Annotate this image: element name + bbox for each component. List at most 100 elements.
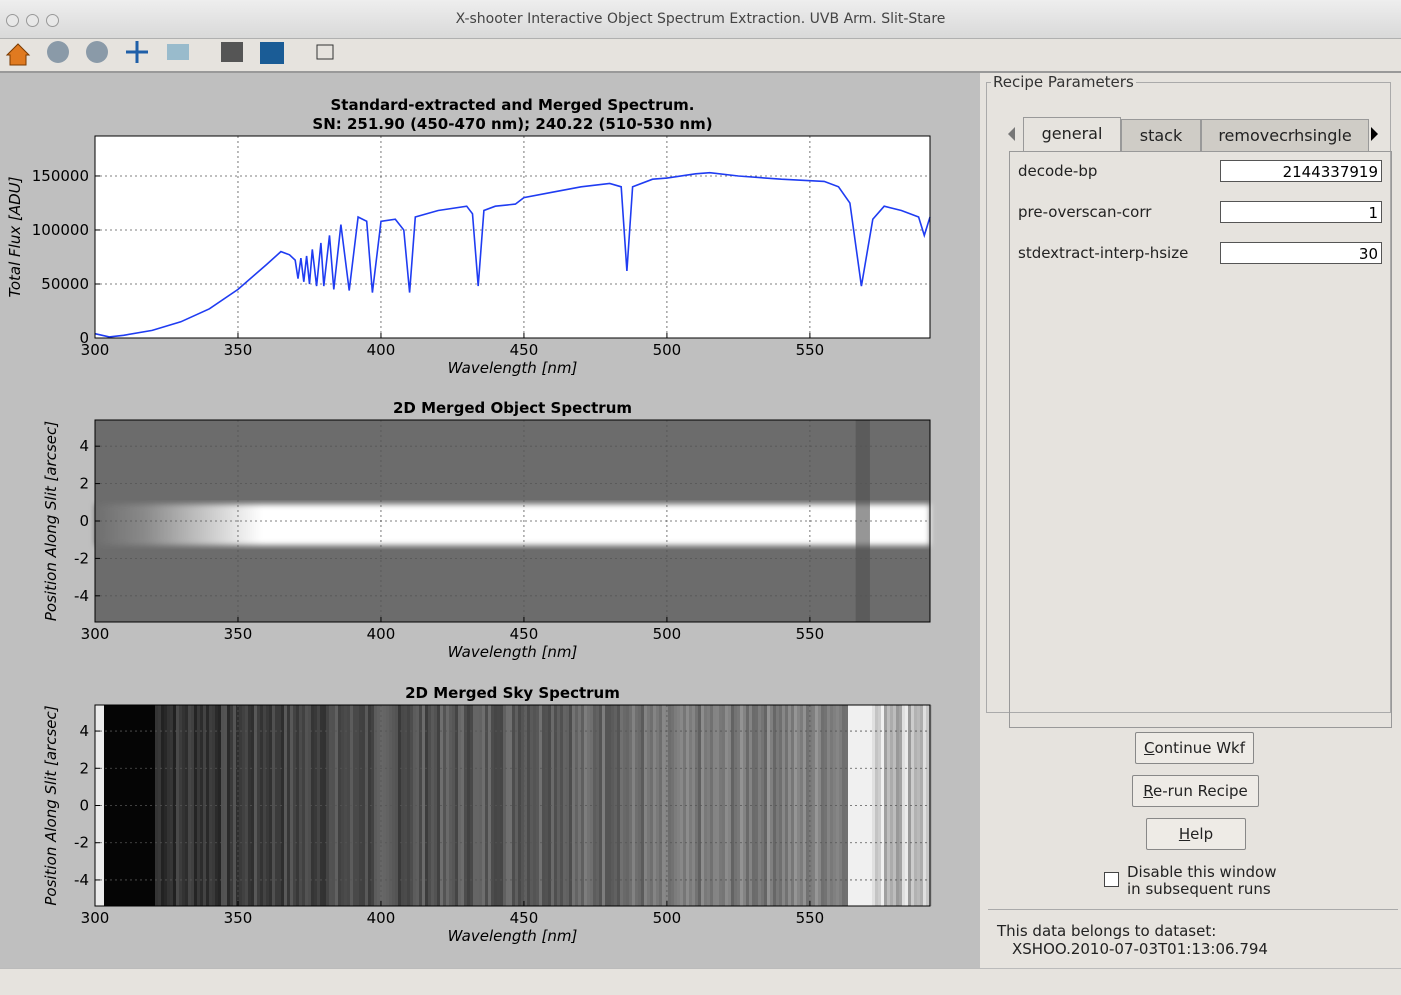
plots: Standard-extracted and Merged Spectrum.S… <box>0 73 980 968</box>
image-column <box>197 705 200 906</box>
checkbox[interactable] <box>1104 872 1119 887</box>
image-column <box>917 705 920 906</box>
y-tick-label: -4 <box>74 871 89 889</box>
x-tick-label: 400 <box>367 909 396 927</box>
tab-right-arrow[interactable] <box>1369 125 1381 143</box>
y-tick-label: 2 <box>79 759 89 777</box>
image-column <box>377 705 380 906</box>
x-tick-label: 300 <box>81 625 110 643</box>
y-tick-label: 150000 <box>32 167 89 185</box>
image-column <box>317 705 320 906</box>
tab-pane: decode-bp 2144337919 pre-overscan-corr 1… <box>1009 151 1392 728</box>
x-tick-label: 400 <box>367 341 396 359</box>
y-tick-label: -2 <box>74 549 89 567</box>
image-column <box>782 705 785 906</box>
x-axis-label: Wavelength [nm] <box>448 359 578 377</box>
button[interactable]: Re-run Recipe <box>1132 775 1259 807</box>
y-tick-label: 2 <box>79 475 89 493</box>
tab[interactable]: stack <box>1121 119 1201 152</box>
image-column <box>227 705 230 906</box>
image-column <box>392 705 395 906</box>
image-column <box>737 705 740 906</box>
x-axis-label: Wavelength [nm] <box>448 927 578 945</box>
x-tick-label: 550 <box>796 341 825 359</box>
y-axis-label: Position Along Slit [arcsec] <box>42 421 60 621</box>
home-icon[interactable] <box>7 44 29 65</box>
save-icon[interactable] <box>260 42 284 64</box>
image-column <box>542 705 545 906</box>
image-column <box>632 705 635 906</box>
status-bar <box>0 968 1401 995</box>
side-panel: Recipe Parameters general stack removecr… <box>980 73 1401 968</box>
chart-title: 2D Merged Sky Spectrum <box>405 684 620 702</box>
param-input[interactable]: 30 <box>1220 242 1382 264</box>
plot-area: Standard-extracted and Merged Spectrum.S… <box>0 73 980 968</box>
image-column <box>872 705 875 906</box>
x-tick-label: 550 <box>796 909 825 927</box>
tab-left-arrow[interactable] <box>1005 125 1017 143</box>
chart-subtitle: SN: 251.90 (450-470 nm); 240.22 (510-530… <box>312 115 712 133</box>
image-column <box>422 705 425 906</box>
subplots-icon[interactable] <box>317 45 333 59</box>
pan-icon[interactable] <box>126 41 148 63</box>
y-tick-label: 4 <box>79 437 89 455</box>
image-column <box>767 705 770 906</box>
image-column <box>902 705 905 906</box>
tab[interactable]: general <box>1023 117 1121 151</box>
configure-icon[interactable] <box>221 42 243 62</box>
tab[interactable]: removecrhsingle <box>1201 119 1369 152</box>
image-column <box>707 705 710 906</box>
image-column <box>452 705 455 906</box>
image-column <box>497 705 500 906</box>
x-tick-label: 350 <box>224 341 253 359</box>
zoom-icon[interactable] <box>167 44 189 60</box>
image-column <box>257 705 260 906</box>
image-column <box>242 705 245 906</box>
image-column <box>482 705 485 906</box>
image-column <box>467 705 470 906</box>
image-column <box>527 705 530 906</box>
button[interactable]: Help <box>1146 818 1246 850</box>
x-tick-label: 450 <box>510 909 539 927</box>
y-tick-label: 100000 <box>32 221 89 239</box>
x-tick-label: 450 <box>510 625 539 643</box>
back-icon[interactable] <box>47 41 69 63</box>
toolbar-icons <box>0 39 360 71</box>
y-axis-label: Total Flux [ADU] <box>6 176 24 297</box>
x-tick-label: 500 <box>653 341 682 359</box>
image-column <box>887 705 890 906</box>
x-tick-label: 300 <box>81 909 110 927</box>
image-column <box>407 705 410 906</box>
param-input[interactable]: 2144337919 <box>1220 160 1382 182</box>
image-column <box>107 705 110 906</box>
dataset-name: XSHOO.2010-07-03T01:13:06.794 <box>1012 940 1268 958</box>
image-column <box>812 705 815 906</box>
image-column <box>677 705 680 906</box>
x-tick-label: 500 <box>653 625 682 643</box>
chart: Standard-extracted and Merged Spectrum.S… <box>6 96 930 377</box>
image-column <box>602 705 605 906</box>
plot-background <box>95 136 930 338</box>
x-tick-label: 500 <box>653 909 682 927</box>
x-axis-label: Wavelength [nm] <box>448 643 578 661</box>
forward-icon[interactable] <box>86 41 108 63</box>
param-name: pre-overscan-corr <box>1018 203 1151 221</box>
image-column <box>137 705 140 906</box>
x-tick-label: 450 <box>510 341 539 359</box>
image-column <box>647 705 650 906</box>
image-column <box>272 705 275 906</box>
chart-title: Standard-extracted and Merged Spectrum. <box>330 96 694 114</box>
image-column <box>332 705 335 906</box>
button[interactable]: Continue Wkf <box>1135 732 1254 764</box>
checkbox-label: Disable this window <box>1127 863 1276 881</box>
image-column <box>437 705 440 906</box>
param-name: stdextract-interp-hsize <box>1018 244 1188 262</box>
image-column <box>347 705 350 906</box>
image-trace <box>95 504 930 545</box>
image-column <box>662 705 665 906</box>
param-input[interactable]: 1 <box>1220 201 1382 223</box>
window: {"window":{"title":"X-shooter Interactiv… <box>0 0 1401 994</box>
image-column <box>857 705 860 906</box>
toolbar <box>0 39 1401 73</box>
